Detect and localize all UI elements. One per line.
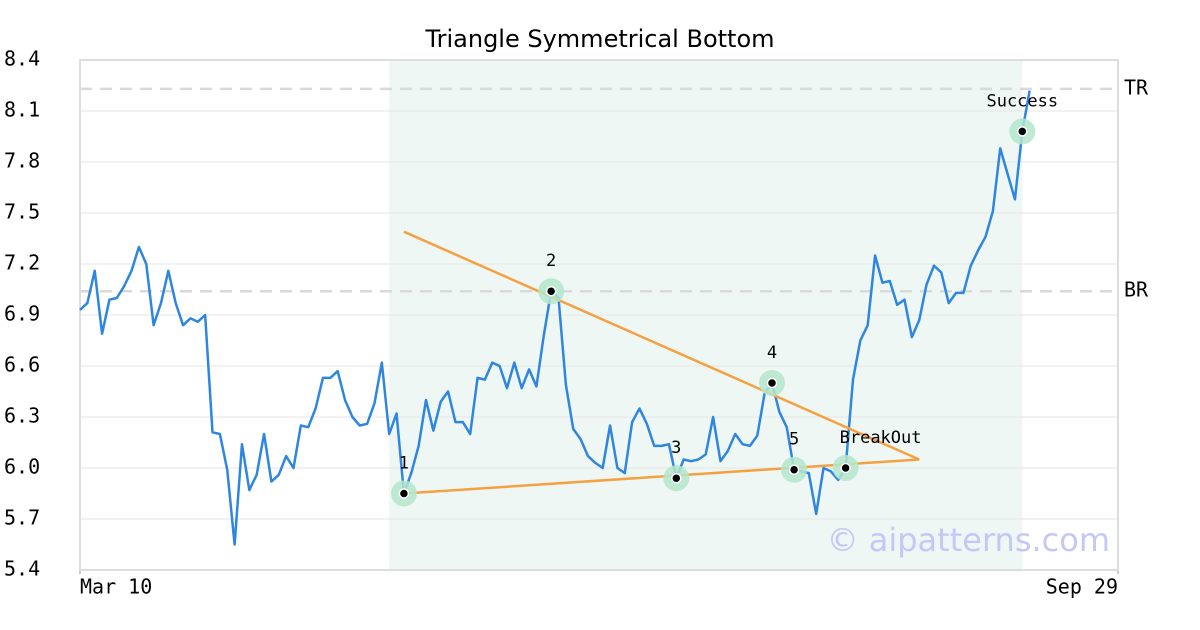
y-tick-label: 7.8: [4, 149, 40, 173]
pattern-point: [398, 488, 410, 499]
y-tick-label: 6.9: [4, 302, 40, 326]
pattern-label: 4: [767, 343, 777, 363]
y-tick-label: 8.4: [4, 47, 40, 71]
x-tick-label: Mar 10: [80, 575, 152, 599]
x-tick-label: Sep 29: [1046, 575, 1118, 599]
pattern-label: Success: [986, 91, 1058, 111]
chart-title: Triangle Symmetrical Bottom: [424, 25, 774, 53]
pattern-point: [840, 462, 851, 474]
y-tick-label: 6.0: [4, 455, 40, 479]
y-tick-label: 6.3: [4, 404, 40, 428]
pattern-point: [545, 285, 557, 297]
y-tick-label: 7.2: [4, 251, 40, 275]
y-tick-label: 8.1: [4, 98, 40, 122]
plot-frame: [79, 59, 1119, 571]
y-tick-label: 5.4: [4, 557, 40, 581]
reference-label: BR: [1124, 278, 1149, 302]
pattern-point: [788, 464, 800, 475]
pattern-point: [671, 472, 682, 484]
pattern-label: BreakOut: [840, 428, 922, 448]
y-tick-label: 7.5: [4, 200, 40, 224]
pattern-label: 3: [671, 438, 681, 458]
pattern-point: [766, 377, 778, 389]
pattern-label: 5: [789, 430, 799, 450]
y-tick-label: 5.7: [4, 506, 40, 530]
watermark: © aipatterns.com: [827, 521, 1110, 559]
trendline: [403, 230, 920, 461]
y-tick-label: 6.6: [4, 353, 40, 377]
pattern-point: [1017, 126, 1028, 137]
pattern-label: 2: [546, 251, 556, 271]
reference-label: TR: [1124, 75, 1149, 99]
pattern-label: 1: [399, 454, 409, 474]
